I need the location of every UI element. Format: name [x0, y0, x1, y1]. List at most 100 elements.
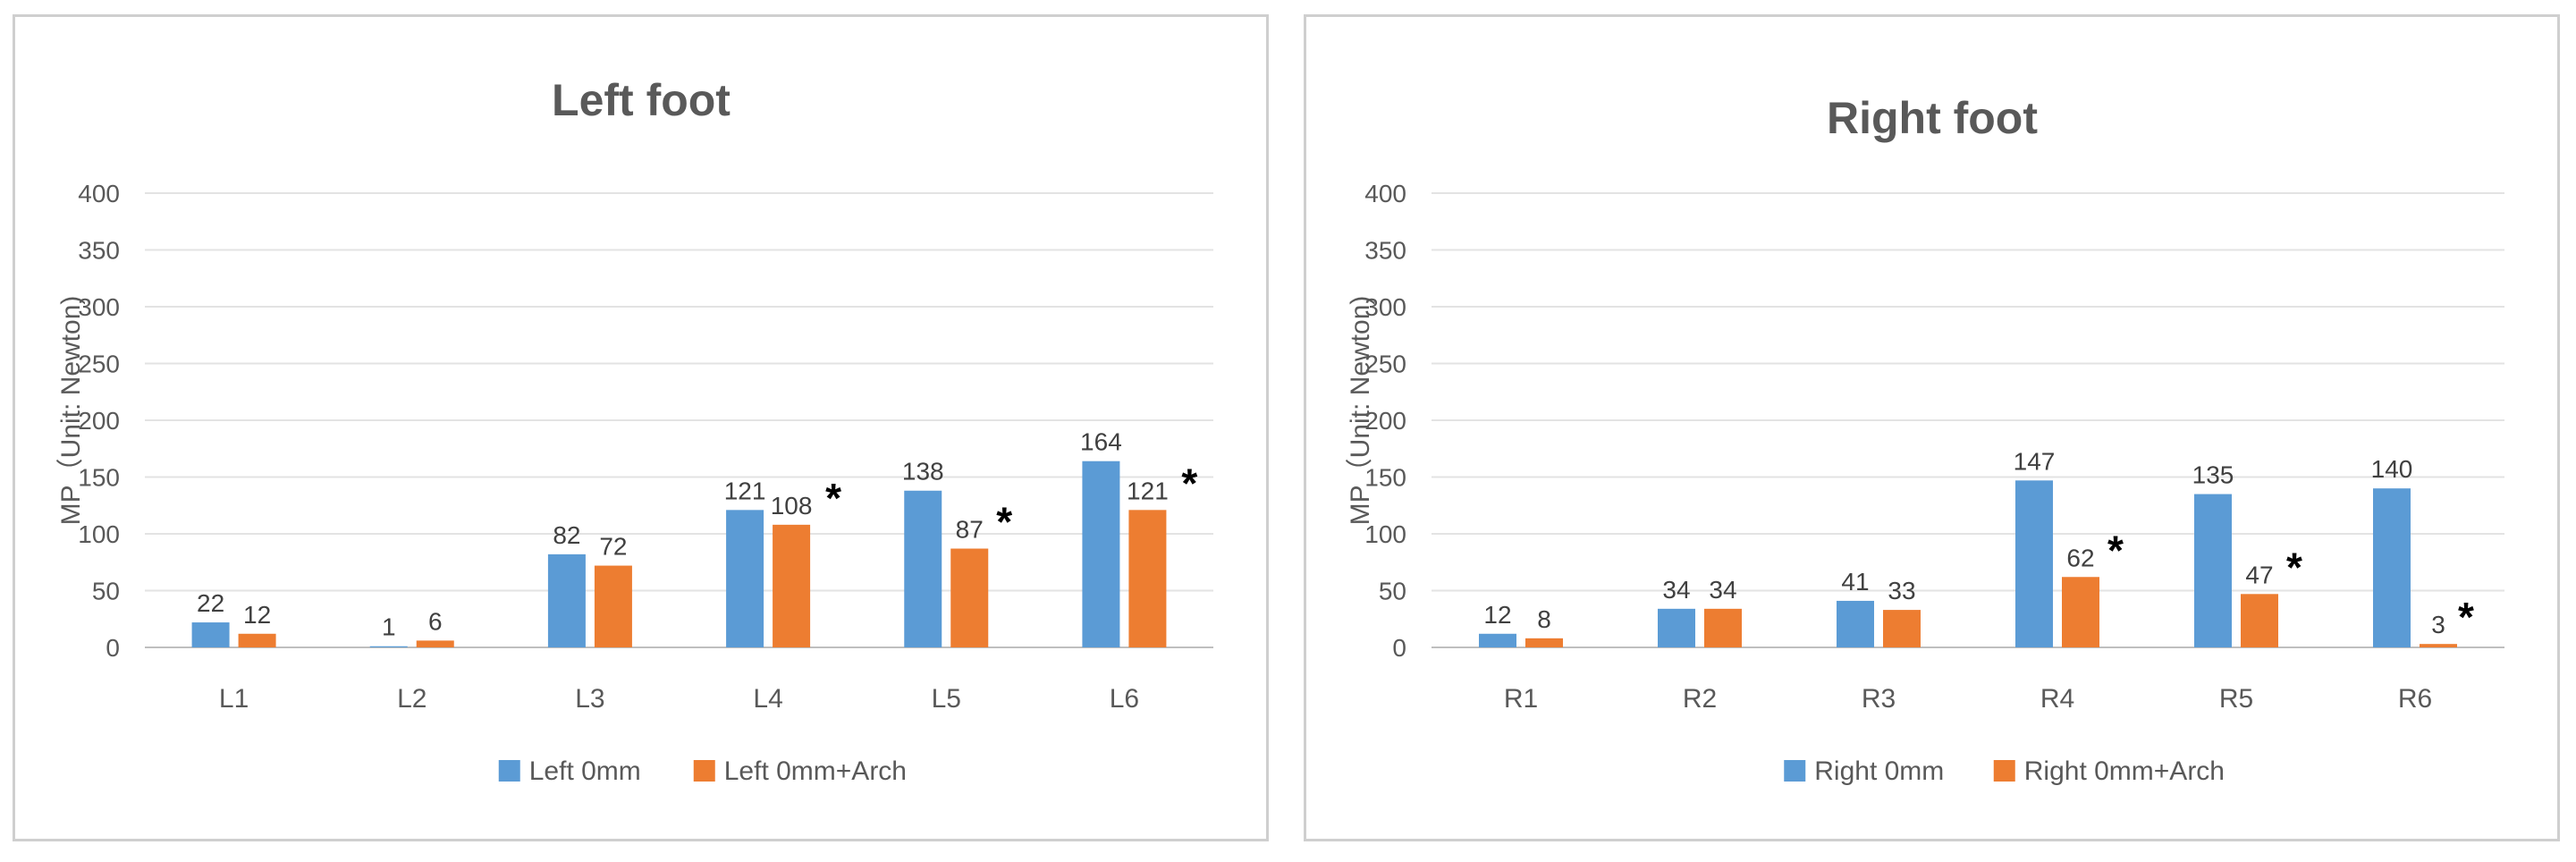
data-label: 135 — [2192, 461, 2234, 489]
y-tick-label: 200 — [78, 407, 120, 435]
bar-arch-R1 — [1525, 638, 1563, 647]
data-label: 87 — [956, 516, 984, 544]
data-label: 8 — [1537, 605, 1551, 633]
data-label: 138 — [902, 458, 944, 486]
bar-arch-L1 — [238, 633, 276, 647]
x-tick-label: L4 — [753, 684, 782, 714]
bar-arch-L2 — [416, 640, 454, 647]
data-label: 6 — [428, 607, 443, 635]
significance-asterisk: * — [825, 475, 841, 521]
y-tick-label: 250 — [78, 351, 120, 378]
y-tick-label: 250 — [1364, 351, 1406, 378]
y-tick-label: 300 — [78, 293, 120, 321]
y-tick-label: 0 — [106, 634, 120, 662]
data-label: 41 — [1841, 568, 1869, 596]
chart-title: Left foot — [552, 75, 731, 125]
bar-arch-L6 — [1128, 510, 1167, 647]
data-label: 72 — [599, 533, 627, 561]
bar-arch-R4 — [2062, 577, 2099, 647]
bar-arch-R5 — [2241, 594, 2278, 647]
legend-swatch-arch — [693, 760, 715, 782]
significance-asterisk: * — [2458, 594, 2474, 640]
bar-baseline-L4 — [726, 510, 764, 647]
data-label: 33 — [1888, 577, 1915, 604]
x-tick-label: R3 — [1862, 684, 1896, 714]
bar-baseline-R6 — [2373, 488, 2411, 647]
data-label: 147 — [2014, 447, 2056, 475]
y-tick-label: 200 — [1364, 407, 1406, 435]
legend-swatch-baseline — [498, 760, 520, 782]
y-tick-label: 100 — [1364, 520, 1406, 548]
bar-arch-R6 — [2420, 644, 2457, 647]
significance-asterisk: * — [2107, 527, 2124, 573]
x-tick-label: R6 — [2398, 684, 2432, 714]
right-foot-chart: Right foot 0 50 100 150 200 250 300 350 400 MP（Uni… — [1346, 93, 2504, 786]
bar-baseline-L5 — [904, 490, 942, 647]
x-tick-label: R1 — [1504, 684, 1538, 714]
y-tick-label: 50 — [1379, 578, 1406, 605]
y-tick-label: 300 — [1364, 293, 1406, 321]
legend-swatch-arch — [1993, 760, 2015, 782]
y-axis-label: MP（Unit: Newton) — [56, 296, 86, 526]
x-tick-label: R4 — [2040, 684, 2074, 714]
data-label: 34 — [1709, 576, 1736, 604]
y-tick-label: 350 — [1364, 237, 1406, 265]
significance-asterisk: * — [996, 499, 1012, 545]
y-tick-label: 150 — [78, 464, 120, 492]
x-tick-label: L1 — [219, 684, 249, 714]
x-tick-label: R2 — [1683, 684, 1717, 714]
data-label: 3 — [2431, 611, 2445, 638]
data-label: 62 — [2066, 544, 2094, 571]
bar-baseline-R3 — [1837, 600, 1874, 647]
chart-title: Right foot — [1827, 93, 2038, 143]
bar-baseline-R2 — [1658, 608, 1695, 647]
data-label: 12 — [1483, 601, 1511, 629]
data-label: 82 — [553, 521, 580, 549]
x-tick-label: L5 — [932, 684, 961, 714]
legend-swatch-baseline — [1784, 760, 1806, 782]
legend-label: Left 0mm+Arch — [724, 756, 907, 786]
left-foot-chart: Left foot 0 50 100 150 200 250 300 350 400 MP（Unit… — [56, 75, 1213, 786]
y-tick-label: 350 — [78, 237, 120, 265]
y-tick-label: 150 — [1364, 464, 1406, 492]
legend-label: Right 0mm+Arch — [2024, 756, 2225, 786]
bar-arch-R3 — [1883, 610, 1921, 647]
y-tick-label: 50 — [92, 578, 120, 605]
bar-baseline-R4 — [2015, 480, 2053, 647]
y-axis-label: MP（Unit: Newton) — [1346, 296, 1375, 526]
data-label: 108 — [771, 492, 813, 520]
bar-baseline-R1 — [1479, 633, 1516, 647]
x-tick-label: R5 — [2219, 684, 2253, 714]
x-tick-label: L3 — [575, 684, 604, 714]
data-label: 22 — [197, 589, 224, 617]
data-label: 12 — [243, 601, 271, 629]
significance-asterisk: * — [1181, 460, 1197, 506]
bar-arch-L5 — [950, 548, 989, 647]
y-tick-label: 100 — [78, 520, 120, 548]
data-label: 121 — [724, 477, 766, 504]
data-label: 34 — [1662, 576, 1690, 604]
bar-baseline-R5 — [2194, 494, 2232, 647]
bar-baseline-L6 — [1082, 461, 1120, 647]
x-tick-label: L6 — [1110, 684, 1139, 714]
y-tick-label: 0 — [1392, 634, 1406, 662]
data-label: 1 — [382, 613, 396, 641]
bar-arch-R2 — [1704, 608, 1742, 647]
data-label: 47 — [2245, 561, 2273, 588]
bar-baseline-L2 — [369, 646, 408, 647]
data-label: 121 — [1127, 477, 1169, 504]
legend-label: Right 0mm — [1814, 756, 1944, 786]
y-tick-label: 400 — [1364, 180, 1406, 207]
bar-arch-L4 — [773, 524, 811, 647]
significance-asterisk: * — [2286, 544, 2302, 590]
right-foot-chart-panel: Right foot 0 50 100 150 200 250 300 350 400 MP（Uni… — [1304, 14, 2560, 841]
bar-baseline-L3 — [547, 554, 586, 647]
bar-arch-L3 — [594, 565, 632, 647]
legend-label: Left 0mm — [529, 756, 641, 786]
bar-baseline-L1 — [191, 622, 230, 647]
data-label: 140 — [2371, 455, 2413, 483]
left-foot-chart-panel: Left foot 0 50 100 150 200 250 300 350 400 MP（Unit… — [13, 14, 1269, 841]
x-tick-label: L2 — [397, 684, 427, 714]
y-tick-label: 400 — [78, 180, 120, 207]
data-label: 164 — [1080, 428, 1122, 456]
